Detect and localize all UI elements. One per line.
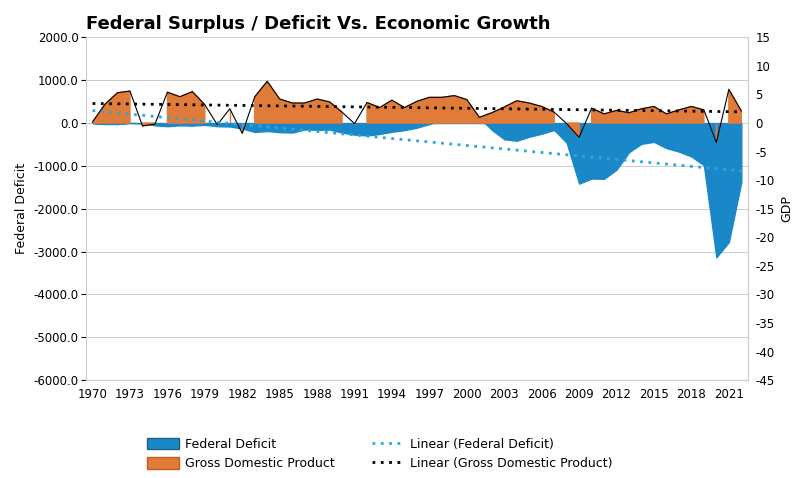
Y-axis label: Federal Deficit: Federal Deficit [15, 163, 28, 254]
Y-axis label: GDP: GDP [780, 196, 793, 222]
Legend: Federal Deficit, Gross Domestic Product, Linear (Federal Deficit), Linear (Gross: Federal Deficit, Gross Domestic Product,… [141, 432, 618, 477]
Text: Federal Surplus / Deficit Vs. Economic Growth: Federal Surplus / Deficit Vs. Economic G… [86, 15, 551, 33]
